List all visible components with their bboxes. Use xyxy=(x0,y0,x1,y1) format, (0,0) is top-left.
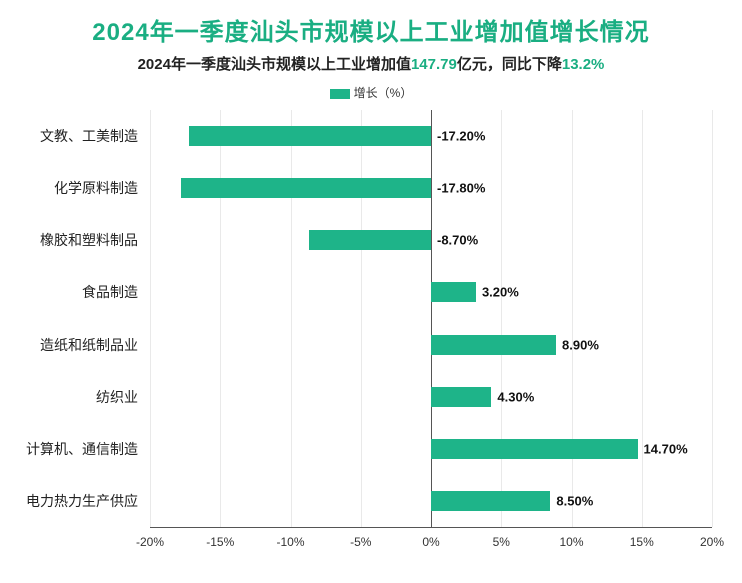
bar xyxy=(431,282,476,302)
bar xyxy=(309,230,431,250)
value-label: 3.20% xyxy=(482,285,519,300)
x-tick-label: -15% xyxy=(206,535,234,549)
category-label: 纺织业 xyxy=(96,387,138,407)
value-label: 4.30% xyxy=(497,389,534,404)
grid-line xyxy=(361,110,362,527)
zero-axis-line xyxy=(431,110,432,527)
category-label: 橡胶和塑料制品 xyxy=(40,230,138,250)
x-tick-label: 15% xyxy=(630,535,654,549)
value-label: 8.50% xyxy=(556,493,593,508)
subtitle-value: 147.79 xyxy=(411,56,457,73)
value-label: -8.70% xyxy=(437,233,478,248)
plot-region: -20%-15%-10%-5%0%5%10%15%20%文教、工美制造-17.2… xyxy=(150,110,712,528)
bar xyxy=(431,335,556,355)
x-tick-label: 20% xyxy=(700,535,724,549)
x-tick-label: -5% xyxy=(350,535,371,549)
x-tick-label: 10% xyxy=(559,535,583,549)
category-label: 化学原料制造 xyxy=(54,178,138,198)
category-label: 文教、工美制造 xyxy=(40,126,138,146)
chart-area: -20% -15% -10% -5% 0% 5% 10% 15% 20% 文教、工美制造 -17.2… xyxy=(20,110,722,553)
bar xyxy=(189,126,431,146)
grid-line xyxy=(501,110,502,527)
category-label: 电力热力生产供应 xyxy=(26,491,138,511)
value-label: -17.20% xyxy=(437,129,485,144)
value-label: 8.90% xyxy=(562,337,599,352)
chart-subtitle: 2024年一季度汕头市规模以上工业增加值147.79亿元，同比下降13.2% xyxy=(0,53,742,74)
x-tick-label: 5% xyxy=(493,535,510,549)
legend-label: 增长（%） xyxy=(354,86,413,100)
bar xyxy=(431,387,491,407)
grid-line xyxy=(642,110,643,527)
bar xyxy=(431,439,638,459)
bar xyxy=(431,491,550,511)
grid-line xyxy=(220,110,221,527)
x-tick-label: -10% xyxy=(276,535,304,549)
grid-line xyxy=(572,110,573,527)
chart-title: 2024年一季度汕头市规模以上工业增加值增长情况 xyxy=(0,0,742,47)
subtitle-decline: 13.2% xyxy=(562,56,605,73)
subtitle-prefix: 2024年一季度汕头市规模以上工业增加值 xyxy=(138,56,411,73)
value-label: 14.70% xyxy=(644,441,688,456)
grid-line xyxy=(291,110,292,527)
legend-swatch xyxy=(330,89,350,99)
x-tick-label: 0% xyxy=(422,535,439,549)
x-tick-label: -20% xyxy=(136,535,164,549)
category-label: 造纸和纸制品业 xyxy=(40,335,138,355)
bar xyxy=(181,178,431,198)
grid-line xyxy=(712,110,713,527)
category-label: 计算机、通信制造 xyxy=(26,439,138,459)
value-label: -17.80% xyxy=(437,181,485,196)
category-label: 食品制造 xyxy=(82,282,138,302)
subtitle-mid: 亿元，同比下降 xyxy=(457,56,562,73)
grid-line xyxy=(150,110,151,527)
legend: 增长（%） xyxy=(0,84,742,101)
